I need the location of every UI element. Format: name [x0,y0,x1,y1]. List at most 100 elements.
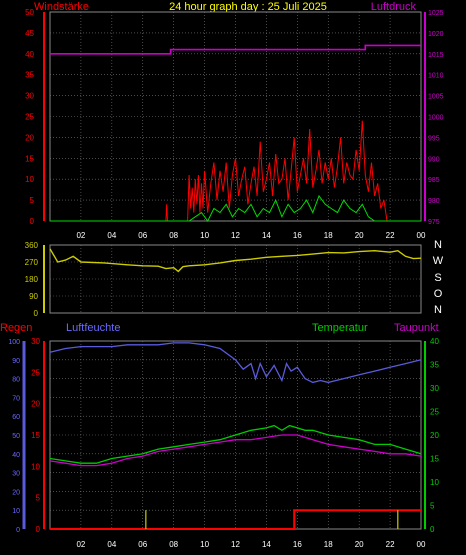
rain-axis-tick: 30 [31,337,40,346]
x-tick-label: 04 [107,540,116,549]
dewpoint-label: Taupunkt [394,322,439,334]
wind-axis-tick: 50 [25,8,34,17]
rain-axis-tick: 0 [36,525,41,534]
pressure-axis-tick: 1010 [428,73,444,80]
x-tick-label: 06 [138,540,147,549]
pressure-axis-tick: 1020 [428,31,444,38]
temp-humidity-rain-panel: 0 5 10 15 20 25 30 0 10 20 30 40 50 60 70 80 90 100 0 5 10 15… [8,337,439,549]
wind-axis-tick: 35 [25,71,34,80]
humidity-axis-tick: 60 [12,414,20,421]
chart-title: 24 hour graph day : 25 Juli 2025 [169,1,327,13]
wind-axis-tick: 10 [25,175,34,184]
wind-axis-tick: 40 [25,50,34,59]
temp-axis-tick: 30 [430,384,439,393]
x-tick-label: 18 [324,231,333,240]
x-tick-label: 14 [262,540,271,549]
pressure-axis-tick: 1005 [428,94,444,101]
humidity-axis-tick: 80 [12,377,20,384]
direction-axis-tick: 0 [34,309,39,318]
pressure-line [50,44,421,55]
rain-axis-tick: 25 [31,368,40,377]
pressure-axis-tick: 980 [428,198,440,205]
temp-axis-tick: 10 [430,478,439,487]
pressure-axis-tick: 1015 [428,52,444,59]
temp-axis-tick: 5 [430,502,435,511]
x-tick-label: 02 [76,540,85,549]
temperature-line [49,424,422,464]
wind-pressure-panel: 0510152025303540455097598098599099510001… [25,8,444,240]
wind-axis-tick: 30 [25,92,34,101]
compass-labels: N W S O N [433,239,444,316]
temp-axis-tick: 25 [430,408,439,417]
compass-label-o: O [434,288,443,300]
x-tick-label: 06 [138,231,147,240]
wind-axis-tick: 20 [25,133,34,142]
x-tick-label: 16 [293,540,302,549]
rain-label: Regen [0,322,32,334]
humidity-axis-tick: 30 [12,471,20,478]
rain-axis-tick: 15 [31,431,40,440]
wind-line [50,120,421,222]
direction-axis-tick: 360 [25,241,39,250]
x-tick-label: 22 [386,540,395,549]
rain-axis-tick: 20 [31,400,40,409]
x-tick-label: 10 [200,540,209,549]
x-tick-label: 08 [169,540,178,549]
x-tick-label: 16 [293,231,302,240]
pressure-axis-tick: 995 [428,135,440,142]
wind-direction-panel: 0 90 180 270 360 [25,241,422,318]
x-tick-label: 00 [417,540,426,549]
x-tick-label: 20 [355,540,364,549]
pressure-axis-tick: 990 [428,156,440,163]
humidity-axis-tick: 50 [12,433,20,440]
wind-axis-tick: 45 [25,29,34,38]
wind-axis-tick: 5 [30,196,35,205]
wind-axis-tick: 0 [30,217,35,226]
humidity-axis-tick: 90 [12,358,20,365]
x-tick-label: 04 [107,231,116,240]
temp-axis-tick: 15 [430,455,439,464]
gust-line [50,194,421,222]
x-tick-label: 22 [386,231,395,240]
compass-label-n1: N [434,239,442,251]
x-tick-label: 20 [355,231,364,240]
direction-axis-tick: 90 [29,292,38,301]
direction-axis-tick: 270 [25,258,39,267]
pressure-axis-tick: 975 [428,219,440,226]
x-tick-label: 12 [231,540,240,549]
temp-axis-tick: 40 [430,337,439,346]
temp-axis-tick: 0 [430,525,435,534]
compass-label-w: W [433,255,444,267]
humidity-axis-tick: 40 [12,452,20,459]
pressure-axis-tick: 985 [428,177,440,184]
x-tick-label: 18 [324,540,333,549]
humidity-axis-tick: 20 [12,489,20,496]
direction-line [49,248,422,273]
rain-line [50,509,421,530]
pressure-label: Luftdruck [371,1,417,13]
pressure-axis-tick: 1025 [428,10,444,17]
x-tick-label: 14 [262,231,271,240]
x-tick-label: 08 [169,231,178,240]
temp-axis-tick: 20 [430,431,439,440]
compass-label-n2: N [434,304,442,316]
humidity-axis-tick: 100 [8,339,20,346]
temperature-label: Temperatur [312,322,368,334]
humidity-axis-tick: 70 [12,395,20,402]
wind-axis-tick: 15 [25,154,34,163]
dewpoint-line [49,434,422,467]
x-tick-label: 12 [231,231,240,240]
x-tick-label: 02 [76,231,85,240]
wind-axis-tick: 25 [25,113,34,122]
humidity-label: Luftfeuchte [66,322,120,334]
direction-axis-tick: 180 [25,275,39,284]
wind-label: Windstärke [34,1,89,13]
x-tick-label: 10 [200,231,209,240]
compass-label-s: S [434,272,441,284]
rain-axis-tick: 10 [31,462,40,471]
pressure-axis-tick: 1000 [428,115,444,122]
temp-axis-tick: 35 [430,361,439,370]
rain-axis-tick: 5 [36,494,41,503]
humidity-axis-tick: 0 [16,527,20,534]
